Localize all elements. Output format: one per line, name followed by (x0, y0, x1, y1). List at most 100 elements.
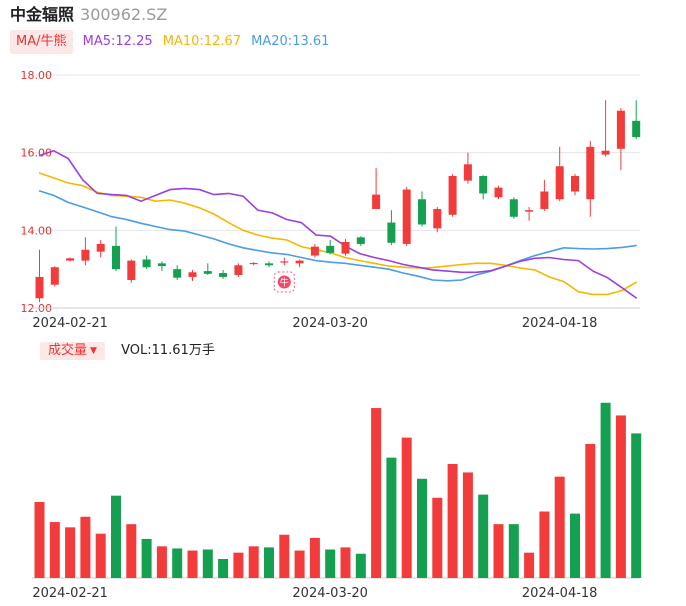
candle-body (463, 164, 472, 181)
candle-body (280, 261, 289, 263)
candle-body (525, 210, 534, 212)
volume-bar (126, 524, 137, 578)
ma5-line (38, 149, 638, 299)
candle-body (509, 199, 518, 217)
candle-body (310, 246, 319, 256)
stock-name: 中金辐照 (10, 5, 75, 24)
candle-body (494, 187, 503, 198)
volume-bar (386, 457, 397, 578)
volume-bar (447, 464, 458, 578)
volume-toggle-label: 成交量 (48, 343, 88, 358)
candle-body (586, 146, 595, 200)
candle-body (173, 269, 182, 278)
volume-bar (585, 443, 596, 578)
volume-bar (631, 433, 642, 578)
volume-bar (65, 527, 76, 578)
candle-body (35, 276, 44, 299)
volume-bar (401, 437, 412, 578)
candle-body (372, 194, 381, 209)
volume-date-label: 2024-04-18 (522, 586, 598, 601)
candle-body (265, 263, 273, 266)
stock-title: 中金辐照 300962.SZ (10, 5, 167, 25)
volume-bar (80, 516, 91, 578)
ma-toggle-button[interactable]: MA/牛熊 (10, 30, 73, 54)
volume-bar (600, 402, 611, 578)
volume-bar (34, 502, 45, 578)
volume-bar (570, 513, 580, 578)
candle-body (433, 208, 442, 229)
candle-body (601, 150, 610, 155)
volume-bar (202, 549, 213, 578)
volume-bar (141, 538, 152, 578)
candle-body (96, 243, 105, 252)
candle-body (356, 237, 365, 244)
volume-bar (371, 408, 382, 578)
candle-body (66, 258, 75, 261)
volume-bar (432, 497, 443, 578)
ma10-line (38, 172, 638, 296)
candle-body (249, 262, 258, 265)
date-label: 2024-04-18 (522, 316, 598, 331)
ma20-label: MA20:13.61 (251, 34, 330, 49)
candle-body (479, 175, 488, 194)
candle-body (112, 245, 120, 270)
volume-bar (508, 524, 519, 578)
candle-body (203, 271, 212, 274)
candle-body (127, 260, 136, 281)
candle-body (418, 199, 426, 225)
price-tick-label: 16.00 (21, 147, 53, 160)
volume-bar (264, 547, 274, 578)
volume-toggle-button[interactable]: 成交量 ▼ (40, 342, 105, 360)
candle-body (234, 265, 243, 275)
candle-body (571, 175, 579, 192)
volume-date-label: 2024-02-21 (32, 586, 108, 601)
volume-bar (309, 537, 320, 578)
volume-bar (172, 548, 183, 578)
candle-body (540, 191, 549, 209)
candle-body (81, 249, 90, 261)
candle-body (341, 241, 350, 254)
candle-body (387, 222, 396, 243)
candle-body (616, 110, 625, 149)
volume-bar (279, 534, 290, 578)
candle-body (295, 260, 304, 264)
caret-down-icon: ▼ (90, 346, 97, 356)
volume-bar (355, 553, 366, 578)
volume-bar (95, 533, 106, 578)
volume-bar (325, 549, 336, 578)
volume-bar (539, 511, 550, 578)
volume-bar (554, 476, 565, 578)
volume-bar (524, 552, 535, 578)
candle-body (157, 263, 166, 267)
volume-bar (340, 547, 351, 578)
candle-body (632, 120, 641, 138)
candle-body (402, 189, 411, 244)
volume-bar (493, 524, 504, 578)
volume-bar (294, 550, 305, 578)
ma5-label: MA5:12.25 (82, 34, 153, 49)
volume-bar (417, 478, 427, 578)
volume-bar (478, 494, 489, 578)
date-label: 2024-02-21 (32, 316, 108, 331)
candle-body (448, 175, 457, 215)
candle-body (142, 259, 151, 268)
volume-bar (248, 546, 259, 578)
volume-bar (187, 550, 198, 578)
price-tick-label: 14.00 (21, 224, 53, 237)
volume-bar (462, 472, 473, 578)
volume-bar (615, 415, 626, 578)
candle-body (326, 245, 335, 253)
volume-date-label: 2024-03-20 (292, 586, 368, 601)
volume-legend: 成交量 ▼ VOL:11.61万手 (40, 342, 215, 360)
candle-body (555, 166, 564, 200)
ma-legend: MA/牛熊 MA5:12.25 MA10:12.67 MA20:13.61 (10, 30, 335, 54)
volume-bar (218, 559, 229, 578)
candle-body (188, 272, 197, 277)
volume-value: VOL:11.61万手 (121, 343, 215, 358)
candle-body (219, 273, 228, 277)
volume-bar (233, 552, 244, 578)
candle-body (50, 267, 59, 285)
bear-bull-badge-glyph: 牛 (280, 277, 289, 289)
stock-code: 300962.SZ (80, 5, 168, 24)
